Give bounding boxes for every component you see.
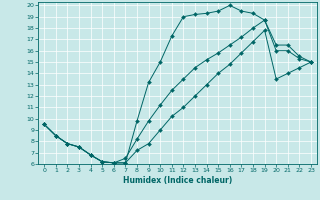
X-axis label: Humidex (Indice chaleur): Humidex (Indice chaleur) bbox=[123, 176, 232, 185]
